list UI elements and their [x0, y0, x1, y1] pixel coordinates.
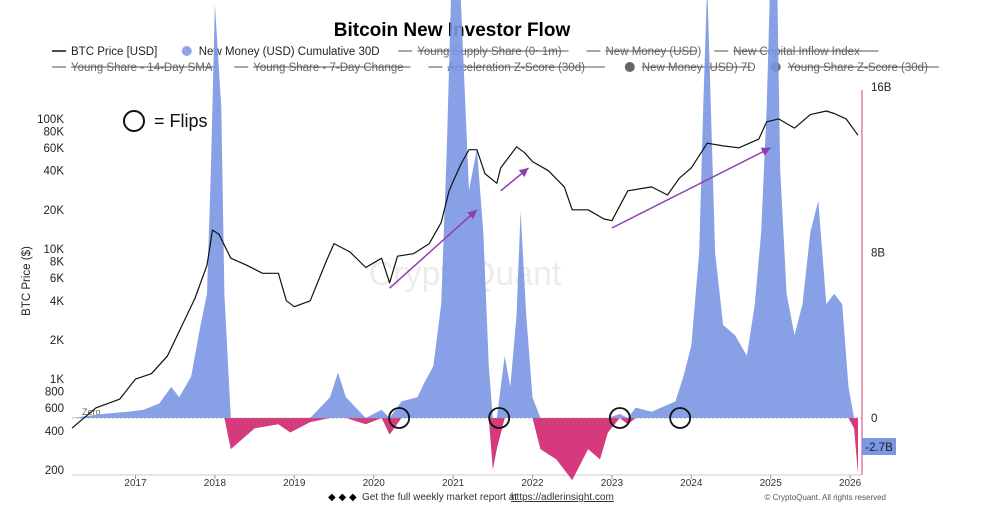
- y-tick-left: 80K: [44, 127, 65, 139]
- x-tick: 2019: [283, 478, 306, 489]
- flip-legend-label: = Flips: [154, 111, 208, 131]
- flip-legend-circle: [123, 110, 145, 132]
- footer-link[interactable]: https://adlerinsight.com: [511, 492, 614, 503]
- legend-label: New Money (USD) 7D: [642, 62, 756, 74]
- y-tick-left: 100K: [37, 114, 64, 126]
- legend-label: Acceleration Z-Score (30d): [448, 62, 586, 74]
- right-y-axis: 24B16B8B0: [871, 82, 892, 425]
- y-tick-left: 40K: [44, 166, 65, 178]
- trend-arrow-2: [611, 147, 772, 229]
- y-tick-left: 600: [45, 403, 64, 415]
- flip-marker-1: [488, 407, 511, 429]
- y-tick-left: 60K: [44, 143, 65, 155]
- btc-price-series: [71, 110, 859, 429]
- footer: ◆ ◆ ◆ Get the full weekly market report …: [328, 492, 886, 503]
- legend-dot-marker: [624, 62, 635, 72]
- flip-marker-2: [608, 407, 631, 429]
- legend-label: New Money (USD): [606, 46, 702, 58]
- legend-item-0[interactable]: BTC Price [USD]: [52, 46, 157, 58]
- legend-label: Young Supply Share (0~1m): [417, 46, 562, 58]
- legend-label: Young Share - 7-Day Change: [253, 62, 403, 74]
- new-money-positive-area: [72, 0, 859, 418]
- legend-item-4[interactable]: New Capital Inflow Index: [714, 46, 879, 58]
- legend-label: BTC Price [USD]: [71, 46, 157, 58]
- legend-label: Young Share Z-Score (30d): [788, 62, 928, 74]
- x-tick: 2025: [760, 478, 783, 489]
- new-money-negative-area: [72, 418, 859, 481]
- y-tick-left: 20K: [44, 205, 65, 217]
- x-axis: 2017 2018 2019 2020 2021 2022 2023 2024 2025 2026: [124, 475, 862, 489]
- legend-item-9[interactable]: Young Share Z-Score (30d): [770, 62, 939, 74]
- y-tick-left: 6K: [50, 273, 64, 285]
- y-tick-left: 2K: [50, 335, 64, 347]
- footer-text: Get the full weekly market report at: [362, 492, 517, 503]
- x-tick: 2017: [124, 478, 147, 489]
- legend: BTC Price [USD] New Money (USD) Cumulativ…: [52, 46, 939, 74]
- legend-item-7[interactable]: Acceleration Z-Score (30d): [428, 62, 605, 74]
- x-tick: 2022: [521, 478, 544, 489]
- trend-arrows: [389, 147, 772, 289]
- y-tick-left: 800: [45, 387, 64, 399]
- legend-dot-marker: [181, 46, 192, 56]
- x-tick: 2018: [204, 478, 227, 489]
- x-tick: 2024: [680, 478, 703, 489]
- y-axis-label-left: BTC Price ($): [21, 246, 33, 316]
- y-tick-left: 200: [45, 465, 64, 477]
- new-money-area: [72, 0, 859, 481]
- legend-item-5[interactable]: Young Share - 14-Day SMA: [52, 62, 217, 74]
- last-value-badge: -2.7B: [862, 438, 896, 455]
- y-tick-left: 1K: [50, 374, 64, 386]
- flip-marker-0: [388, 407, 411, 429]
- flip-marker-3: [669, 407, 692, 429]
- x-tick: 2021: [442, 478, 465, 489]
- legend-item-3[interactable]: New Money (USD): [586, 46, 702, 58]
- y-tick-left: 4K: [50, 296, 64, 308]
- trend-arrow-1: [500, 167, 530, 192]
- y-tick-left: 400: [45, 426, 64, 438]
- legend-item-8[interactable]: New Money (USD) 7D: [624, 62, 756, 74]
- legend-label: Young Share - 14-Day SMA: [71, 62, 213, 74]
- legend-label: New Capital Inflow Index: [733, 46, 860, 58]
- copyright-text: © CryptoQuant. All rights reserved: [765, 493, 887, 502]
- legend-item-6[interactable]: Young Share - 7-Day Change: [234, 62, 411, 74]
- flip-markers: [388, 407, 692, 429]
- x-tick: 2023: [601, 478, 624, 489]
- legend-item-2[interactable]: Young Supply Share (0~1m): [398, 46, 569, 58]
- x-tick: 2026: [839, 478, 862, 489]
- btc-price-line: [71, 110, 859, 429]
- y-tick-left: 8K: [50, 257, 64, 269]
- footer-emoji: ◆ ◆ ◆: [328, 492, 357, 503]
- y-tick-right: 16B: [871, 82, 892, 94]
- legend-label: New Money (USD) Cumulative 30D: [199, 46, 380, 58]
- trend-arrow-0: [389, 209, 478, 289]
- legend-item-1[interactable]: New Money (USD) Cumulative 30D: [181, 46, 380, 58]
- last-value-badge-text: -2.7B: [865, 442, 893, 454]
- y-tick-right: 8B: [871, 247, 885, 259]
- x-tick: 2020: [363, 478, 386, 489]
- y-tick-left: 10K: [44, 244, 65, 256]
- y-tick-right: 0: [871, 413, 877, 425]
